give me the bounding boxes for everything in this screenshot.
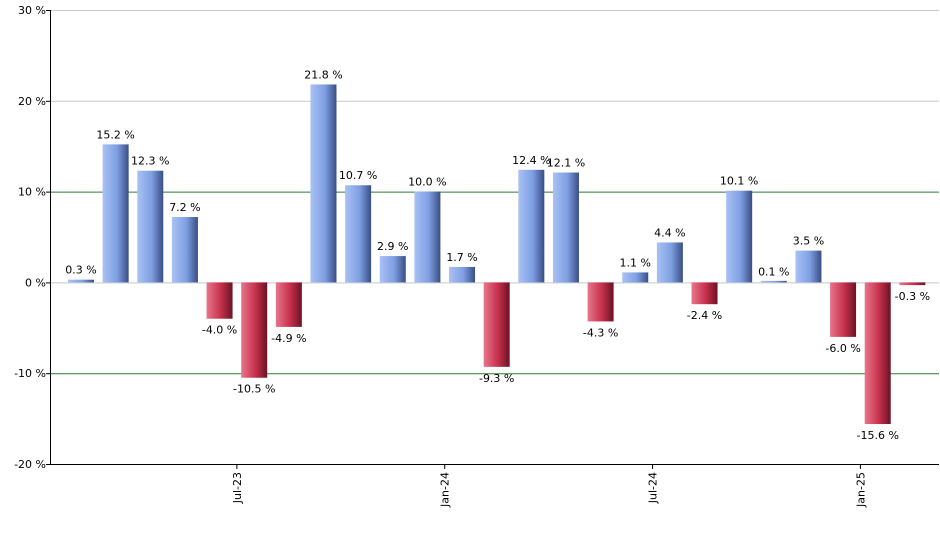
x-tick-label: Jul-24 [647,472,660,504]
bar-negative [241,282,268,378]
bar-positive [345,185,372,283]
y-tick-label: 30 % [18,4,46,17]
bar-negative [275,282,302,327]
bar-value-label: -15.6 % [857,429,899,442]
bar-value-label: 12.3 % [131,155,169,168]
bar-value-label: 12.4 % [512,154,550,167]
bar-positive [726,190,753,283]
bar-positive [171,217,198,283]
bar-negative [587,282,614,322]
bar-positive [518,169,545,283]
bar-positive [760,280,787,283]
bar-value-label: 0.1 % [758,265,789,278]
bar-value-label: -10.5 % [233,383,275,396]
bar-value-label: 0.3 % [65,264,96,277]
bar-positive [414,191,441,283]
y-tick-label: 10 % [18,186,46,199]
bar-value-label: -4.9 % [271,332,306,345]
y-tick-label: 20 % [18,95,46,108]
bars [68,84,926,425]
bar-value-label: -9.3 % [479,372,514,385]
bar-value-label: -0.3 % [895,290,930,303]
bar-value-label: 12.1 % [547,157,585,170]
bar-value-label: 4.4 % [654,226,685,239]
bar-value-label: 7.2 % [169,201,200,214]
bar-value-label: 1.1 % [620,256,651,269]
bar-value-label: -2.4 % [687,309,722,322]
x-tick-label: Jul-23 [231,472,244,504]
bar-negative [864,282,891,425]
x-tick-label: Jan-24 [439,472,452,508]
bar-negative [899,282,926,286]
bar-value-label: 10.1 % [720,175,758,188]
bar-negative [206,282,233,319]
bar-positive [379,256,406,283]
bar-positive [68,279,94,283]
bar-negative [691,282,718,305]
bar-positive [137,170,164,283]
y-tick-label: 0 % [25,276,46,289]
y-tick-label: -20 % [14,458,46,471]
bar-negative [830,282,857,337]
bar-value-label: 10.7 % [339,169,377,182]
bar-positive [552,172,579,283]
bar-value-label: 10.0 % [408,176,446,189]
bar-value-label: 15.2 % [96,128,134,141]
bar-positive [102,144,129,283]
bar-positive [310,84,337,283]
bar-positive [622,272,649,283]
bar-value-label: 3.5 % [793,235,824,248]
bar-positive [795,250,822,283]
bar-value-label: -6.0 % [825,342,860,355]
bar-positive [449,266,476,283]
bar-positive [656,242,683,283]
bar-value-label: -4.3 % [583,326,618,339]
bar-value-label: -4.0 % [202,324,237,337]
grid-lines [50,10,939,375]
bar-value-label: 2.9 % [377,240,408,253]
bar-value-label: 1.7 % [446,251,477,264]
y-tick-label: -10 % [14,367,46,380]
bar-value-label: 21.8 % [304,68,342,81]
bar-negative [483,282,510,367]
axes: 30 % 20 % 10 % 0 % -10 % -20 % Jul-23 Jan-24 Jul… [14,4,939,508]
x-tick-label: Jan-25 [854,472,867,508]
bar-labels: 0.3 % 15.2 % 12.3 % 7.2 % -4.0 % -10.5 % -4.9 … [65,68,930,442]
